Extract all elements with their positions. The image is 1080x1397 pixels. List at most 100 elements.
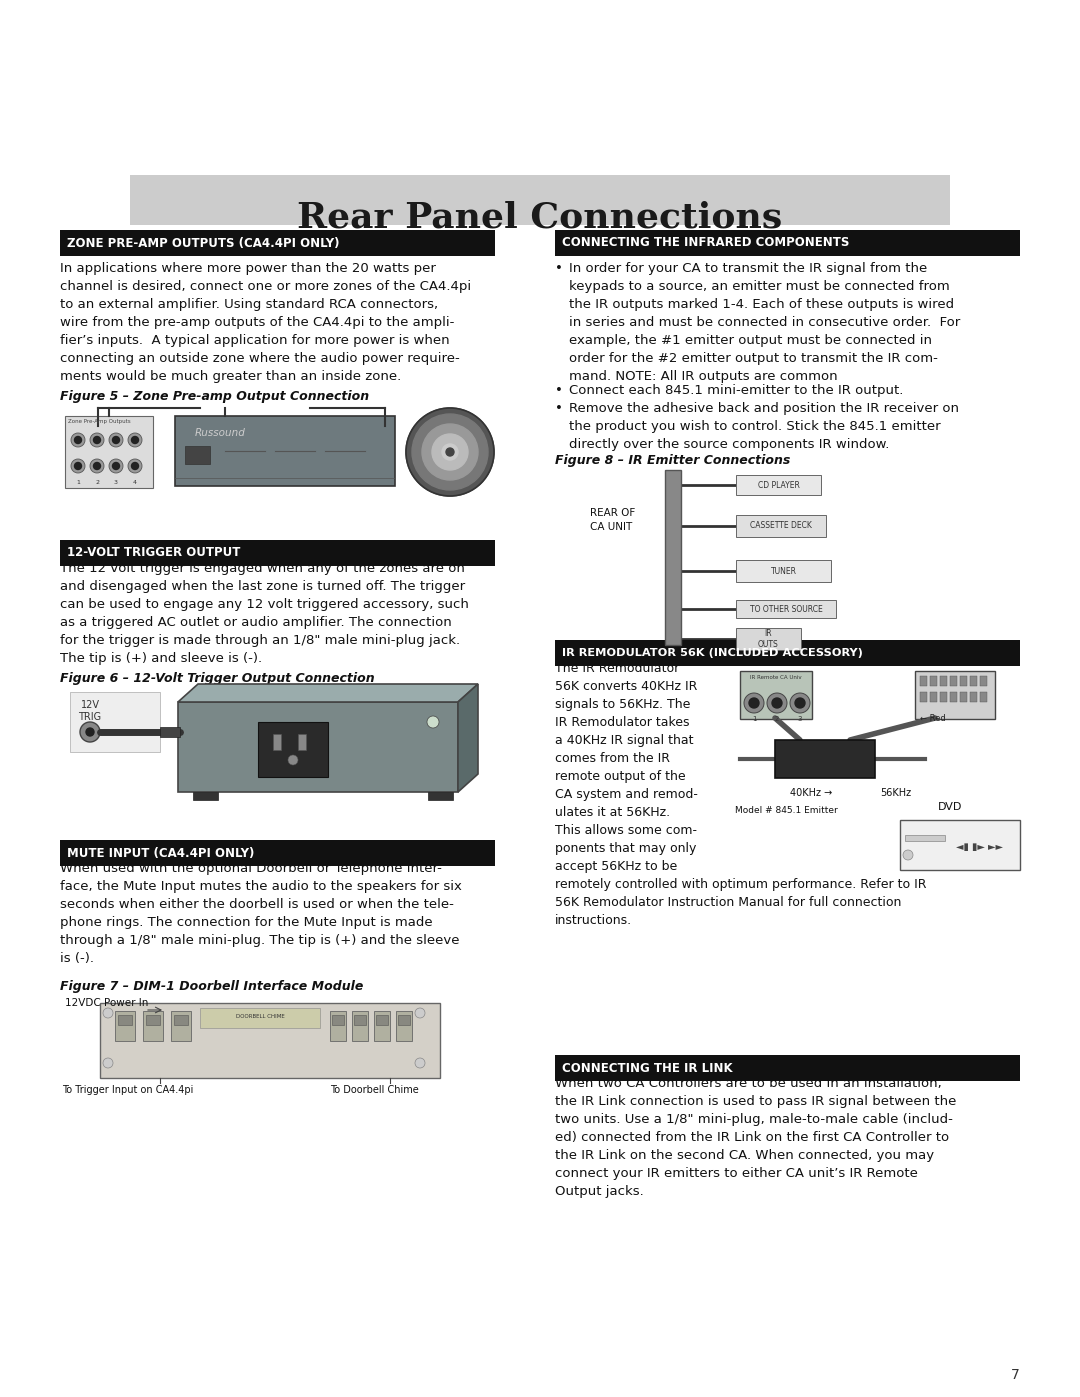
Bar <box>193 792 218 800</box>
Text: 4: 4 <box>133 479 137 485</box>
Text: REAR OF
CA UNIT: REAR OF CA UNIT <box>590 509 635 532</box>
Bar <box>555 640 1020 666</box>
Bar <box>665 469 681 645</box>
Circle shape <box>432 434 468 469</box>
Circle shape <box>411 414 488 490</box>
Circle shape <box>795 698 805 708</box>
Circle shape <box>75 462 81 469</box>
Text: DVD: DVD <box>937 802 962 812</box>
Circle shape <box>422 425 478 481</box>
Text: CONNECTING THE IR LINK: CONNECTING THE IR LINK <box>562 1062 732 1074</box>
Bar <box>130 175 950 225</box>
Bar <box>920 692 927 703</box>
Circle shape <box>446 448 454 455</box>
Text: •: • <box>555 402 563 415</box>
Text: 2: 2 <box>95 479 99 485</box>
Text: DOORBELL CHIME: DOORBELL CHIME <box>235 1014 284 1020</box>
Text: TUNER: TUNER <box>770 567 797 576</box>
Bar <box>555 1055 1020 1081</box>
Circle shape <box>86 728 94 736</box>
Text: IR
OUTS: IR OUTS <box>758 629 779 648</box>
Circle shape <box>112 462 120 469</box>
Bar <box>930 692 937 703</box>
Circle shape <box>90 433 104 447</box>
Circle shape <box>427 717 438 728</box>
Circle shape <box>129 433 141 447</box>
Bar <box>273 733 281 750</box>
Text: Figure 6 – 12-Volt Trigger Output Connection: Figure 6 – 12-Volt Trigger Output Connec… <box>60 672 375 685</box>
Circle shape <box>71 460 85 474</box>
Text: ← Red: ← Red <box>920 714 946 724</box>
Bar <box>735 629 801 650</box>
Circle shape <box>415 1058 426 1067</box>
Bar <box>100 1003 440 1078</box>
Circle shape <box>103 1058 113 1067</box>
Circle shape <box>789 693 810 712</box>
Bar <box>332 1016 345 1025</box>
Text: IR REMODULATOR 56K (INCLUDED ACCESSORY): IR REMODULATOR 56K (INCLUDED ACCESSORY) <box>562 648 863 658</box>
Bar <box>940 692 947 703</box>
Bar <box>175 416 395 486</box>
Text: To Doorbell Chime: To Doorbell Chime <box>330 1085 419 1095</box>
Bar <box>160 726 180 738</box>
Circle shape <box>442 444 458 460</box>
Text: Figure 5 – Zone Pre-amp Output Connection: Figure 5 – Zone Pre-amp Output Connectio… <box>60 390 369 402</box>
Bar <box>735 560 831 583</box>
Text: IR Remote CA Univ: IR Remote CA Univ <box>751 675 801 680</box>
Text: In order for your CA to transmit the IR signal from the
keypads to a source, an : In order for your CA to transmit the IR … <box>569 263 960 383</box>
Circle shape <box>80 722 100 742</box>
Circle shape <box>744 693 764 712</box>
Bar <box>60 541 495 566</box>
Text: 3: 3 <box>114 479 118 485</box>
Circle shape <box>109 460 123 474</box>
Bar <box>330 1011 346 1041</box>
Circle shape <box>103 1009 113 1018</box>
Text: CD PLAYER: CD PLAYER <box>757 481 799 489</box>
Circle shape <box>415 1009 426 1018</box>
Text: ZONE PRE-AMP OUTPUTS (CA4.4PI ONLY): ZONE PRE-AMP OUTPUTS (CA4.4PI ONLY) <box>67 236 339 250</box>
Circle shape <box>90 460 104 474</box>
Bar <box>950 676 957 686</box>
Text: The IR Remodulator
56K converts 40KHz IR
signals to 56KHz. The
IR Remodulator ta: The IR Remodulator 56K converts 40KHz IR… <box>555 662 927 928</box>
Text: When used with the optional Doorbell or Telephone inter-
face, the Mute Input mu: When used with the optional Doorbell or … <box>60 862 462 965</box>
Bar <box>376 1016 388 1025</box>
Polygon shape <box>458 685 478 792</box>
Bar <box>60 840 495 866</box>
Bar <box>114 1011 135 1041</box>
Bar <box>354 1016 366 1025</box>
Text: TO OTHER SOURCE: TO OTHER SOURCE <box>750 605 822 613</box>
Circle shape <box>112 436 120 443</box>
Bar <box>740 671 812 719</box>
Text: Model # 845.1 Emitter: Model # 845.1 Emitter <box>735 806 838 814</box>
Bar <box>930 676 937 686</box>
Circle shape <box>903 849 913 861</box>
Bar <box>396 1011 411 1041</box>
Text: CASSETTE DECK: CASSETTE DECK <box>751 521 812 531</box>
Bar <box>60 231 495 256</box>
Bar <box>352 1011 368 1041</box>
Text: When two CA Controllers are to be used in an installation,
the IR Link connectio: When two CA Controllers are to be used i… <box>555 1077 957 1199</box>
Bar <box>920 676 927 686</box>
Bar <box>65 416 153 488</box>
Bar <box>950 692 957 703</box>
Bar <box>200 1009 320 1028</box>
Text: Connect each 845.1 mini-emitter to the IR output.: Connect each 845.1 mini-emitter to the I… <box>569 384 903 397</box>
Text: 7: 7 <box>1011 1368 1020 1382</box>
Circle shape <box>772 698 782 708</box>
Bar <box>970 692 977 703</box>
Bar <box>143 1011 163 1041</box>
Bar <box>174 1016 188 1025</box>
Bar <box>980 676 987 686</box>
Circle shape <box>406 408 494 496</box>
Circle shape <box>288 754 298 766</box>
Text: Russound: Russound <box>195 427 246 439</box>
Bar <box>970 676 977 686</box>
Bar <box>900 820 1020 870</box>
Bar <box>178 703 458 792</box>
Text: •: • <box>555 263 563 275</box>
Text: CA KEYPAD PORT: CA KEYPAD PORT <box>912 658 998 666</box>
Text: 12V
TRIG: 12V TRIG <box>79 700 102 722</box>
Text: 12VDC Power In: 12VDC Power In <box>65 997 148 1009</box>
Text: ◄▮ ▮► ►►: ◄▮ ▮► ►► <box>957 842 1003 852</box>
Circle shape <box>750 698 759 708</box>
